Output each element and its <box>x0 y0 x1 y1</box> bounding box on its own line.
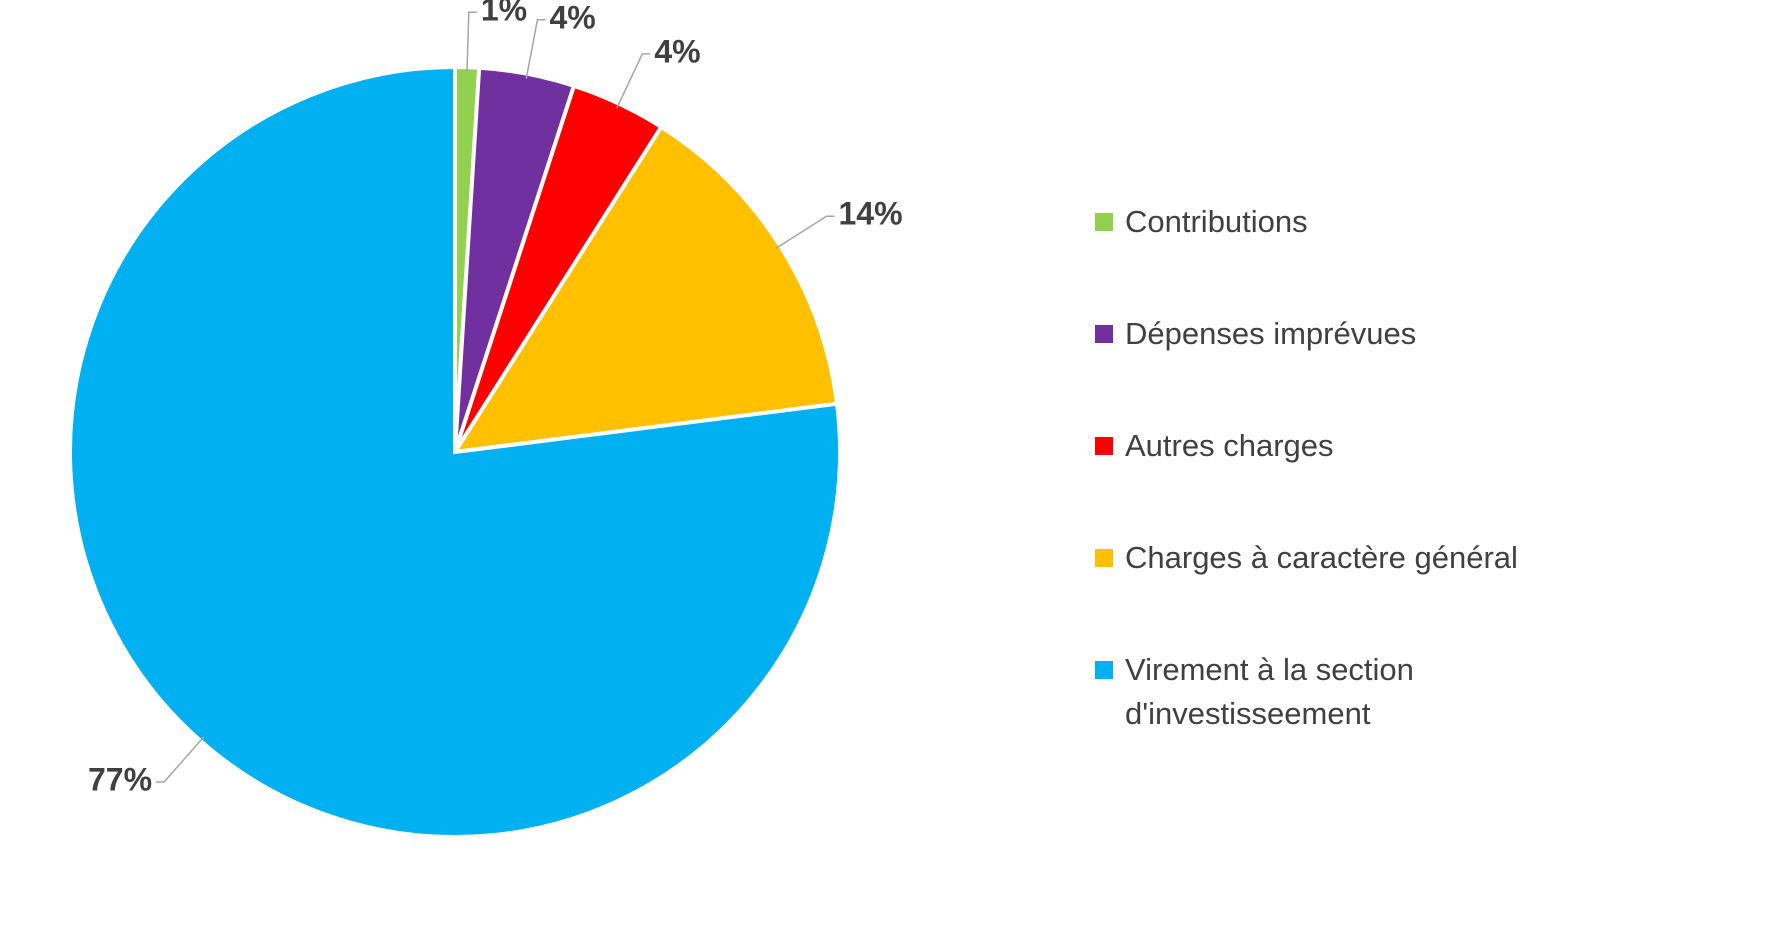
legend-label: Autres charges <box>1125 428 1334 463</box>
legend-item: Autres charges <box>1095 424 1595 468</box>
legend: Contributions Dépenses imprévues Autres ch… <box>1095 200 1595 804</box>
legend-swatch <box>1095 213 1113 231</box>
legend-swatch <box>1095 549 1113 567</box>
legend-item: Dépenses imprévues <box>1095 312 1595 356</box>
legend-label: Virement à la section d'investisseement <box>1125 652 1414 731</box>
legend-label: Charges à caractère général <box>1125 540 1518 575</box>
leader-line <box>775 215 835 250</box>
legend-swatch <box>1095 325 1113 343</box>
data-label: 4% <box>549 0 595 35</box>
legend-item: Charges à caractère général <box>1095 536 1595 580</box>
data-label: 14% <box>839 196 903 232</box>
data-label: 4% <box>654 33 700 69</box>
leader-line <box>616 53 651 109</box>
data-label: 77% <box>88 762 152 798</box>
leader-line <box>525 19 546 79</box>
leader-line <box>156 736 205 783</box>
legend-swatch <box>1095 661 1113 679</box>
data-label: 1% <box>481 0 527 28</box>
leader-line <box>466 11 477 73</box>
legend-item: Contributions <box>1095 200 1595 244</box>
legend-label: Dépenses imprévues <box>1125 316 1417 351</box>
legend-swatch <box>1095 437 1113 455</box>
legend-item: Virement à la section d'investisseement <box>1095 648 1595 736</box>
legend-label: Contributions <box>1125 204 1308 239</box>
